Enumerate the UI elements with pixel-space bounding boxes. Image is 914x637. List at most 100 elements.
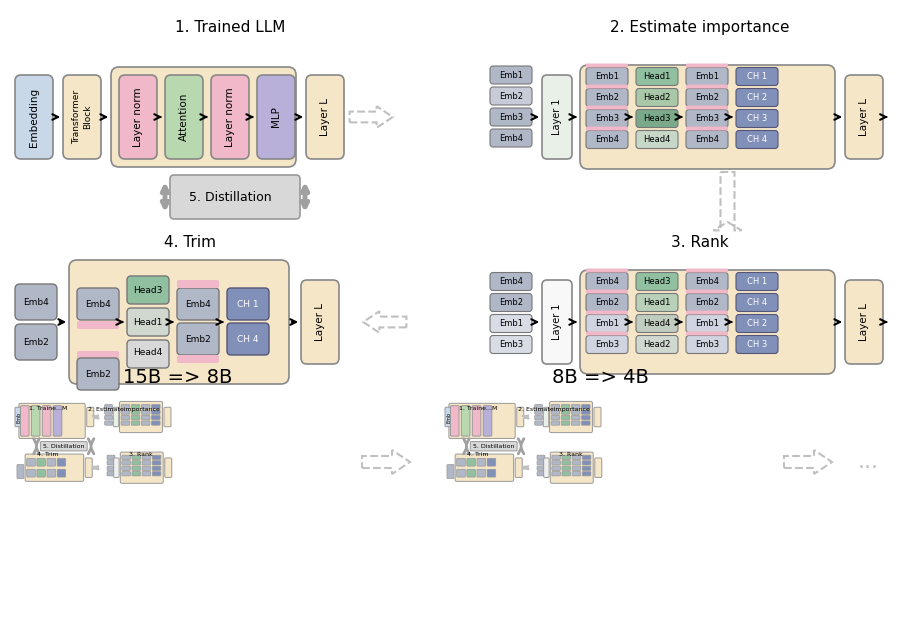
- FancyBboxPatch shape: [561, 415, 569, 420]
- FancyBboxPatch shape: [457, 469, 465, 477]
- FancyBboxPatch shape: [490, 336, 532, 354]
- FancyBboxPatch shape: [549, 401, 592, 433]
- Text: Emb1: Emb1: [595, 319, 619, 328]
- Text: 5. Distillation: 5. Distillation: [473, 444, 515, 448]
- FancyBboxPatch shape: [467, 459, 475, 466]
- FancyBboxPatch shape: [686, 336, 728, 354]
- FancyBboxPatch shape: [581, 404, 590, 409]
- Text: Emb4: Emb4: [85, 299, 111, 308]
- FancyBboxPatch shape: [132, 455, 141, 459]
- Text: CH 3: CH 3: [747, 114, 767, 123]
- FancyBboxPatch shape: [736, 336, 778, 354]
- FancyBboxPatch shape: [132, 466, 141, 471]
- FancyBboxPatch shape: [77, 351, 119, 359]
- FancyBboxPatch shape: [580, 65, 835, 169]
- FancyBboxPatch shape: [127, 276, 169, 304]
- FancyBboxPatch shape: [301, 280, 339, 364]
- FancyBboxPatch shape: [87, 407, 94, 427]
- FancyBboxPatch shape: [686, 273, 728, 290]
- FancyBboxPatch shape: [445, 407, 452, 427]
- FancyBboxPatch shape: [122, 471, 131, 476]
- Text: Emb2: Emb2: [499, 92, 523, 101]
- FancyBboxPatch shape: [170, 175, 300, 219]
- FancyBboxPatch shape: [686, 64, 728, 68]
- FancyBboxPatch shape: [586, 289, 628, 294]
- Text: Head4: Head4: [643, 319, 671, 328]
- Text: Layer L: Layer L: [859, 98, 869, 136]
- FancyBboxPatch shape: [736, 273, 778, 290]
- Text: Emb: Emb: [16, 412, 21, 422]
- FancyBboxPatch shape: [105, 421, 112, 425]
- FancyBboxPatch shape: [142, 410, 150, 414]
- FancyBboxPatch shape: [20, 406, 29, 436]
- FancyBboxPatch shape: [107, 461, 115, 465]
- Text: CH 2: CH 2: [747, 319, 767, 328]
- FancyBboxPatch shape: [27, 459, 36, 466]
- FancyBboxPatch shape: [686, 85, 728, 89]
- FancyBboxPatch shape: [153, 461, 161, 465]
- FancyBboxPatch shape: [42, 406, 51, 436]
- Text: Emb1: Emb1: [499, 71, 523, 80]
- FancyBboxPatch shape: [143, 471, 151, 476]
- FancyBboxPatch shape: [57, 469, 66, 477]
- Text: Emb4: Emb4: [23, 297, 48, 306]
- FancyBboxPatch shape: [227, 288, 269, 320]
- FancyBboxPatch shape: [542, 280, 572, 364]
- Text: 2. Estimateimportance: 2. Estimateimportance: [89, 406, 160, 412]
- Text: ...: ...: [857, 452, 878, 472]
- FancyBboxPatch shape: [551, 404, 559, 409]
- Text: Emb2: Emb2: [595, 93, 619, 102]
- FancyBboxPatch shape: [586, 331, 628, 336]
- FancyBboxPatch shape: [686, 289, 728, 294]
- FancyBboxPatch shape: [535, 410, 543, 414]
- FancyBboxPatch shape: [490, 108, 532, 126]
- FancyBboxPatch shape: [105, 404, 112, 409]
- FancyBboxPatch shape: [561, 404, 569, 409]
- Text: 4. Trim: 4. Trim: [37, 452, 58, 457]
- FancyBboxPatch shape: [152, 421, 160, 425]
- FancyBboxPatch shape: [15, 324, 57, 360]
- Text: Emb1: Emb1: [695, 319, 719, 328]
- Text: 1. Trained LLM: 1. Trained LLM: [175, 20, 285, 34]
- FancyBboxPatch shape: [562, 466, 570, 471]
- FancyBboxPatch shape: [142, 404, 150, 409]
- FancyBboxPatch shape: [132, 471, 141, 476]
- FancyBboxPatch shape: [132, 404, 140, 409]
- FancyBboxPatch shape: [845, 280, 883, 364]
- FancyBboxPatch shape: [586, 106, 628, 110]
- Text: 4. Trim: 4. Trim: [467, 452, 489, 457]
- FancyBboxPatch shape: [107, 455, 115, 459]
- FancyBboxPatch shape: [177, 323, 219, 355]
- Text: Head3: Head3: [643, 277, 671, 286]
- FancyBboxPatch shape: [636, 315, 678, 333]
- FancyBboxPatch shape: [127, 340, 169, 368]
- FancyBboxPatch shape: [77, 321, 119, 329]
- Text: Head3: Head3: [643, 114, 671, 123]
- FancyBboxPatch shape: [535, 415, 543, 420]
- FancyBboxPatch shape: [165, 458, 172, 478]
- FancyBboxPatch shape: [572, 471, 580, 476]
- FancyBboxPatch shape: [582, 466, 590, 471]
- FancyBboxPatch shape: [586, 294, 628, 311]
- FancyBboxPatch shape: [19, 403, 85, 438]
- Text: Head3: Head3: [133, 285, 163, 294]
- FancyBboxPatch shape: [736, 315, 778, 333]
- Text: Layer L: Layer L: [320, 98, 330, 136]
- FancyBboxPatch shape: [119, 75, 157, 159]
- FancyBboxPatch shape: [455, 454, 514, 482]
- FancyBboxPatch shape: [552, 466, 560, 471]
- FancyBboxPatch shape: [487, 469, 495, 477]
- FancyBboxPatch shape: [586, 336, 628, 354]
- FancyBboxPatch shape: [571, 421, 580, 425]
- FancyBboxPatch shape: [121, 421, 130, 425]
- Text: Emb2: Emb2: [499, 298, 523, 307]
- Text: 2. Estimate importance: 2. Estimate importance: [611, 20, 790, 34]
- FancyBboxPatch shape: [477, 469, 485, 477]
- FancyBboxPatch shape: [736, 89, 778, 106]
- FancyBboxPatch shape: [572, 461, 580, 465]
- Text: 3. Rank: 3. Rank: [129, 452, 153, 457]
- Text: CH 4: CH 4: [238, 334, 259, 343]
- FancyBboxPatch shape: [571, 410, 580, 414]
- Text: Emb1: Emb1: [695, 72, 719, 81]
- Text: Head2: Head2: [643, 93, 671, 102]
